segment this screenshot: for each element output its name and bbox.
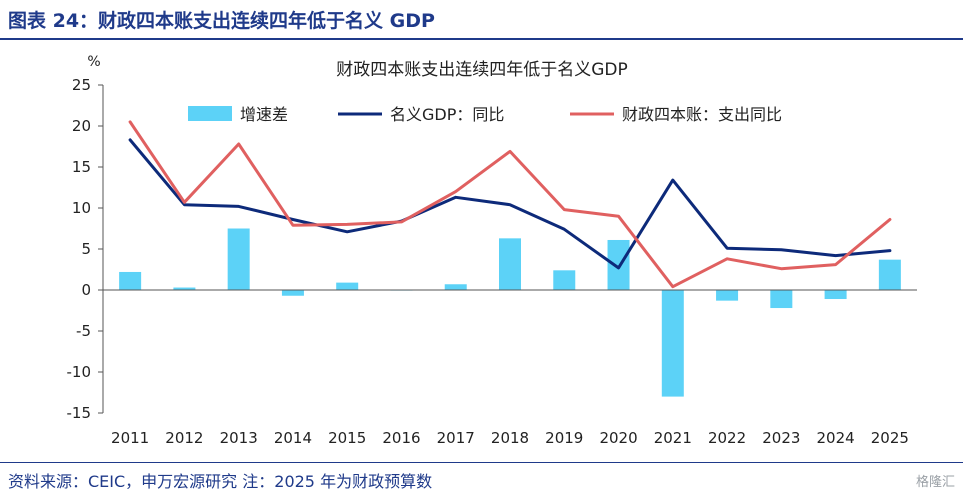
y-tick-label: -10 — [67, 363, 92, 381]
x-tick-label: 2020 — [599, 429, 637, 447]
bar-2019 — [553, 270, 576, 290]
bar-series — [119, 228, 901, 397]
chart-title: 财政四本账支出连续四年低于名义GDP — [336, 60, 628, 80]
combo-chart: 财政四本账支出连续四年低于名义GDP % 2520151050-5-10-15 … — [67, 54, 917, 447]
x-tick-label: 2016 — [382, 429, 420, 447]
legend-label: 名义GDP：同比 — [390, 105, 504, 124]
x-tick-label: 2015 — [328, 429, 366, 447]
source-note: 资料来源：CEIC，申万宏源研究 注：2025 年为财政预算数 — [8, 472, 433, 491]
x-tick-label: 2011 — [111, 429, 149, 447]
x-tick-label: 2025 — [871, 429, 909, 447]
x-tick-label: 2022 — [708, 429, 746, 447]
y-tick-label: 0 — [81, 281, 91, 299]
bar-2014 — [281, 290, 304, 296]
y-tick-label: -5 — [76, 322, 91, 340]
title-divider — [0, 38, 963, 40]
line-series-1 — [128, 138, 892, 270]
y-tick-label: 5 — [81, 240, 91, 258]
x-tick-label: 2017 — [437, 429, 475, 447]
y-tick-label: -15 — [67, 404, 92, 422]
bar-2021 — [661, 290, 684, 397]
bar-2022 — [716, 290, 739, 301]
y-tick-label: 15 — [72, 158, 91, 176]
source-divider — [0, 462, 963, 463]
figure-title: 图表 24：财政四本账支出连续四年低于名义 GDP — [8, 10, 435, 32]
legend-label: 增速差 — [240, 105, 288, 124]
chart-area: 财政四本账支出连续四年低于名义GDP % 25 20 15 10 5 0 -5 -10 -15 … — [0, 40, 963, 460]
bar-2018 — [499, 238, 521, 290]
bar-2012 — [173, 287, 196, 290]
bar-2013 — [227, 228, 250, 290]
bar-2011 — [119, 271, 142, 290]
x-tick-label: 2012 — [165, 429, 203, 447]
y-axis-unit-label: % — [87, 54, 100, 70]
y-tick-label: 25 — [72, 76, 91, 94]
x-tick-label: 2023 — [762, 429, 800, 447]
legend-swatch-bar — [188, 106, 232, 121]
bar-2015 — [336, 282, 359, 290]
y-tick-label: 10 — [72, 199, 91, 217]
x-tick-label: 2021 — [654, 429, 692, 447]
y-tick-label: 20 — [72, 117, 91, 135]
bar-2025 — [878, 259, 901, 290]
x-tick-label: 2013 — [220, 429, 258, 447]
watermark: 格隆汇 — [915, 475, 955, 490]
line-series — [128, 120, 892, 289]
x-axis: 2011 2012 2013 2014 2015 2016 2017 2018 2019 2020… — [111, 429, 909, 447]
bar-2024 — [824, 290, 847, 300]
line-series-2 — [128, 120, 892, 289]
bar-2020 — [607, 239, 630, 290]
x-tick-label: 2018 — [491, 429, 529, 447]
x-tick-label: 2024 — [817, 429, 855, 447]
x-tick-label: 2019 — [545, 429, 583, 447]
bar-2023 — [770, 290, 793, 309]
legend-label: 财政四本账：支出同比 — [622, 105, 782, 124]
x-tick-label: 2014 — [274, 429, 312, 447]
bar-2017 — [444, 284, 467, 290]
legend: 增速差 名义GDP：同比 财政四本账：支出同比 — [188, 105, 782, 124]
y-axis: 25 20 15 10 5 0 -5 -10 -15 — [67, 76, 104, 422]
